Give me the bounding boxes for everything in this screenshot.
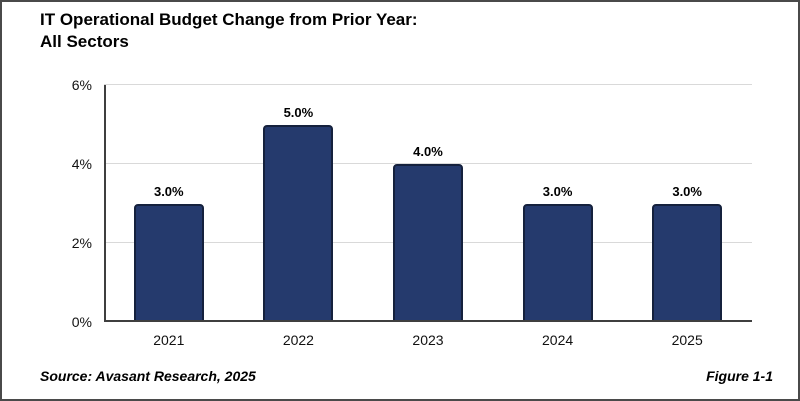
y-tick-label-0%: 0% (71, 314, 92, 330)
x-tick-label-2023: 2023 (412, 332, 444, 348)
bar-slot-2023: 4.0% (363, 85, 493, 322)
bar-value-label-2021: 3.0% (153, 183, 184, 199)
gridline-4% (104, 163, 752, 164)
bar-slot-2021: 3.0% (104, 85, 234, 322)
y-axis-labels: 0% 2% 4% 6% (32, 77, 92, 330)
chart-title-line1: IT Operational Budget Change from Prior … (40, 10, 418, 29)
plot-area: 3.0% 5.0% 4.0% 3.0% 3.0% (104, 84, 752, 322)
x-tick-label-2025: 2025 (671, 332, 703, 348)
y-tick-label-2%: 2% (71, 235, 92, 251)
gridline-6% (104, 84, 752, 85)
bar-value-label-2024: 3.0% (542, 183, 573, 199)
x-axis-labels: 2021 2022 2023 2024 2025 (104, 332, 752, 348)
figure-label: Figure 1-1 (706, 368, 773, 384)
bar-2021 (133, 203, 204, 322)
bar-slot-2025: 3.0% (622, 85, 752, 322)
bar-2023 (392, 164, 463, 322)
bar-slot-2022: 5.0% (234, 85, 364, 322)
bars-row: 3.0% 5.0% 4.0% 3.0% 3.0% (104, 85, 752, 322)
bar-2024 (522, 203, 593, 322)
source-note: Source: Avasant Research, 2025 (40, 368, 256, 384)
bar-value-label-2025: 3.0% (672, 183, 702, 199)
x-tick-label-2021: 2021 (153, 332, 185, 348)
chart-title-line2: All Sectors (40, 32, 129, 51)
bar-value-label-2022: 5.0% (283, 104, 314, 120)
x-axis-line (104, 320, 752, 322)
bar-2022 (263, 124, 334, 322)
bar-value-label-2023: 4.0% (413, 144, 443, 159)
x-tick-label-2024: 2024 (542, 332, 574, 348)
chart-title: IT Operational Budget Change from Prior … (40, 9, 418, 53)
x-tick-label-2022: 2022 (282, 332, 314, 348)
y-tick-label-4%: 4% (71, 156, 92, 172)
bar-slot-2024: 3.0% (493, 85, 623, 322)
bar-2025 (652, 203, 723, 322)
y-axis-line (104, 85, 106, 322)
y-tick-label-6%: 6% (71, 77, 92, 93)
